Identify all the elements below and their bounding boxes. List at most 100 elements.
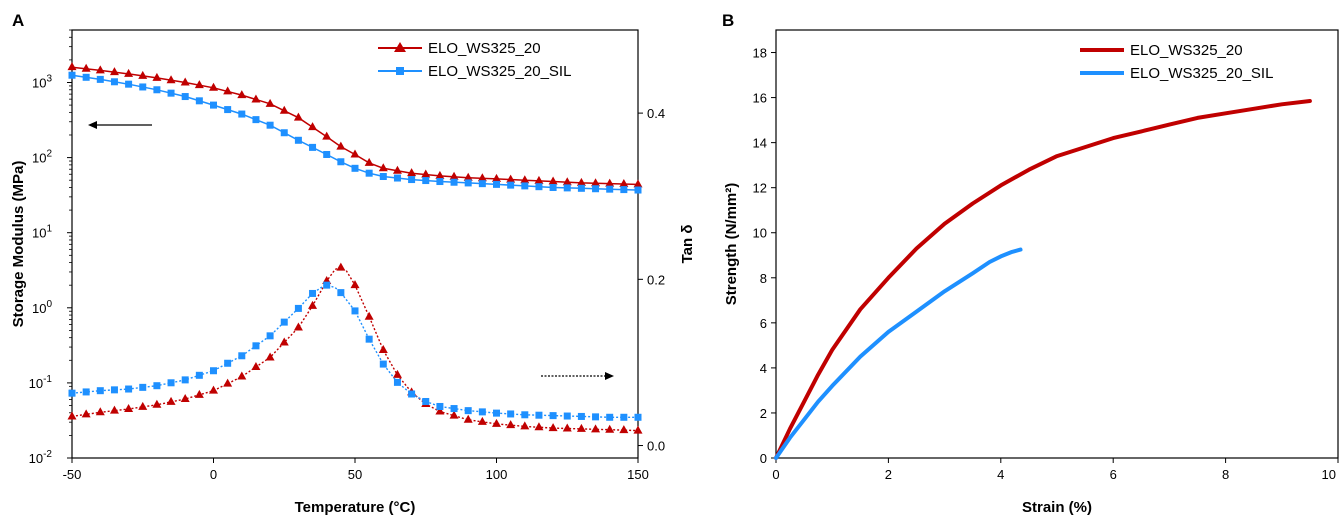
data-point-triangle xyxy=(506,174,516,183)
panel-b-letter: B xyxy=(722,11,734,30)
data-point-square xyxy=(408,176,416,184)
y-tick-label: 103 xyxy=(32,73,52,90)
data-point-square xyxy=(549,412,557,420)
data-point-triangle xyxy=(435,406,445,415)
data-point-square xyxy=(393,378,401,386)
data-point-triangle xyxy=(605,424,615,433)
data-point-square xyxy=(266,332,274,340)
data-point-triangle xyxy=(180,393,190,402)
data-point-triangle xyxy=(534,175,544,184)
data-point-square xyxy=(393,174,401,182)
data-point-triangle xyxy=(619,179,629,188)
data-point-triangle xyxy=(67,411,77,420)
data-point-square xyxy=(337,289,345,297)
data-point-triangle xyxy=(180,77,190,86)
y-tick-label: 10-1 xyxy=(29,374,53,391)
y-tick-label: 18 xyxy=(753,46,767,61)
data-point-square xyxy=(592,413,600,421)
x-tick-label: 10 xyxy=(1322,467,1336,482)
data-point-square xyxy=(110,78,118,86)
data-point-triangle xyxy=(209,385,218,394)
data-point-triangle xyxy=(293,112,303,121)
data-point-triangle xyxy=(194,389,204,398)
y2-tick-label: 0.4 xyxy=(647,106,665,121)
data-point-triangle xyxy=(591,424,601,433)
data-point-triangle xyxy=(251,94,261,103)
data-point-triangle xyxy=(421,169,431,178)
legend-entry-elo-ws325-20: ELO_WS325_20 xyxy=(1080,42,1243,59)
data-point-triangle xyxy=(223,86,233,95)
data-point-square xyxy=(181,376,189,384)
data-point-square xyxy=(195,97,203,105)
data-point-square xyxy=(436,402,444,410)
data-point-square xyxy=(96,387,104,395)
data-point-square xyxy=(125,80,133,88)
data-point-square xyxy=(238,110,246,118)
data-point-triangle xyxy=(435,170,445,179)
data-point-triangle xyxy=(308,122,318,131)
y2-tick-label: 0.2 xyxy=(647,272,665,287)
data-point-square xyxy=(337,158,345,166)
data-point-triangle xyxy=(81,409,91,418)
legend-label: ELO_WS325_20 xyxy=(1130,42,1243,59)
data-point-triangle xyxy=(138,70,148,79)
data-point-triangle xyxy=(251,361,261,370)
data-point-square xyxy=(464,407,472,415)
data-point-triangle xyxy=(378,344,388,353)
data-point-triangle xyxy=(109,67,119,76)
data-point-square xyxy=(139,383,147,391)
data-point-triangle xyxy=(492,173,501,182)
data-point-triangle xyxy=(237,371,247,380)
data-point-square xyxy=(167,89,175,97)
x-tick-label: -50 xyxy=(63,467,82,482)
data-point-square xyxy=(620,413,628,421)
data-point-triangle xyxy=(81,63,91,72)
data-point-square xyxy=(139,83,147,91)
legend-label: ELO_WS325_20_SIL xyxy=(1130,65,1273,82)
data-point-triangle xyxy=(279,105,289,114)
data-point-triangle xyxy=(279,337,289,346)
data-point-triangle xyxy=(265,352,275,361)
data-point-triangle xyxy=(534,422,544,431)
data-point-square xyxy=(535,183,543,191)
data-point-square xyxy=(323,150,331,158)
y-tick-label: 12 xyxy=(753,181,767,196)
data-point-square xyxy=(507,410,515,418)
data-point-triangle xyxy=(392,165,402,174)
data-point-triangle xyxy=(605,178,615,187)
data-point-triangle xyxy=(378,163,388,172)
data-point-square xyxy=(266,121,274,129)
data-point-triangle xyxy=(449,410,459,419)
panel-a-y2-axis-label: Tan δ xyxy=(679,225,696,264)
y-tick-label: 100 xyxy=(32,299,52,316)
data-point-square xyxy=(493,180,500,188)
data-point-triangle xyxy=(109,405,119,414)
panel-a-letter: A xyxy=(12,11,24,30)
data-point-triangle xyxy=(463,172,473,181)
data-point-triangle xyxy=(576,177,586,186)
y-tick-label: 102 xyxy=(32,149,52,166)
panel-a-x-axis-label: Temperature (°C) xyxy=(295,499,416,516)
data-point-triangle xyxy=(591,178,601,187)
legend-entry-elo-ws325-20: ELO_WS325_20 xyxy=(378,40,541,57)
data-point-triangle xyxy=(477,416,487,425)
x-tick-label: 6 xyxy=(1110,467,1117,482)
panel-a-plot-frame xyxy=(71,29,639,459)
data-point-square xyxy=(379,173,387,181)
y-tick-label: 2 xyxy=(760,406,767,421)
data-point-square xyxy=(493,409,500,417)
data-point-square xyxy=(167,379,175,387)
y-tick-label: 14 xyxy=(753,136,767,151)
data-point-square xyxy=(68,389,76,397)
data-point-triangle xyxy=(152,399,162,408)
data-point-triangle xyxy=(548,423,558,432)
data-point-triangle xyxy=(194,80,204,89)
data-point-triangle xyxy=(166,75,176,84)
data-point-square xyxy=(110,386,118,394)
data-point-triangle xyxy=(562,423,572,432)
left-axis-arrow xyxy=(88,121,152,129)
data-point-square xyxy=(280,318,288,326)
data-point-triangle xyxy=(548,176,558,185)
